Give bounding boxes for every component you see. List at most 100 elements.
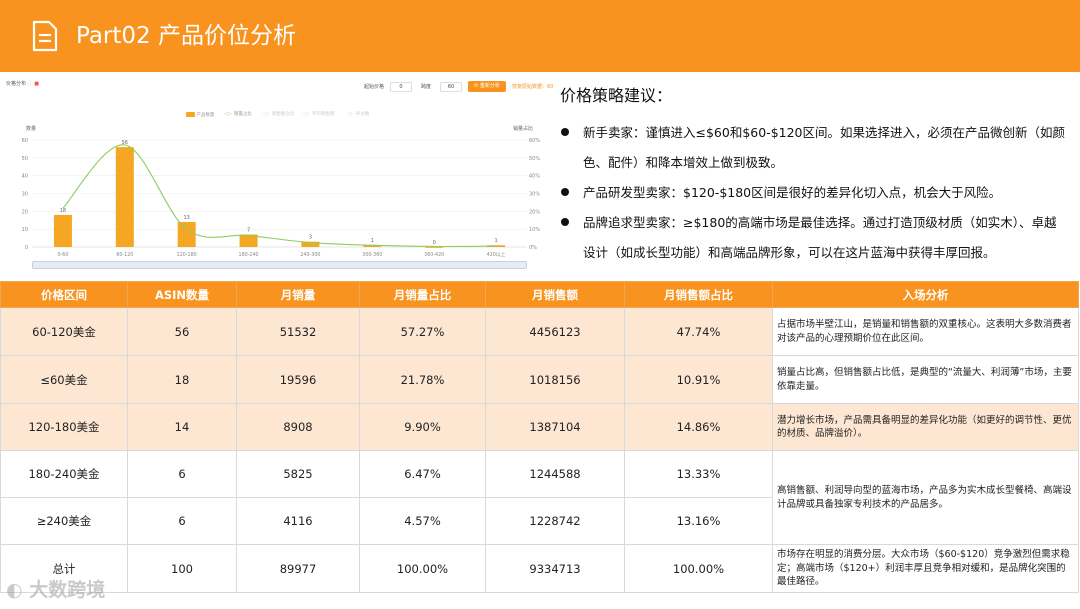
cell-sales-share: 21.78% (359, 355, 486, 404)
legend-item-line[interactable]: –○– 销量占比 (224, 112, 252, 117)
strategy-item-brand: 品牌追求型卖家：≥$180的高端市场是最佳选择。通过打造顶级材质（如实木）、卓越… (558, 208, 1068, 268)
bar-data-label: 13 (184, 215, 190, 221)
y-axis-left-title: 数量 (26, 125, 36, 132)
start-price-label: 起始价格 (364, 84, 385, 90)
bar (53, 214, 72, 247)
strategy-item-rd: 产品研发型卖家：$120-$180区间是很好的差异化切入点，机会大于风险。 (558, 178, 1068, 208)
cell-asin-count: 18 (127, 355, 237, 404)
cell-revenue-share: 14.86% (624, 403, 773, 451)
cell-monthly-revenue: 1244588 (485, 450, 625, 498)
col-header-monthly-revenue: 月销售额 (485, 281, 625, 308)
table-header-row: 价格区间 ASIN数量 月销量 月销量占比 月销售额 月销售额占比 入场分析 (0, 281, 1079, 308)
cell-revenue-share: 13.33% (624, 450, 773, 498)
col-header-price-range: 价格区间 (0, 281, 128, 308)
table-row: 60-120美金 56 51532 57.27% 4456123 47.74% … (0, 307, 1079, 356)
y-tick-label-left: 60 (22, 138, 28, 144)
cell-entry-analysis: 销量占比高，但销售额占比低，是典型的“流量大、利润薄”市场，主要依靠走量。 (772, 355, 1079, 404)
slide-header: Part02 产品价位分析 (0, 0, 1080, 72)
price-distribution-panel: 价格分布 ⓘ ■ 起始价格 0 跨度 60 ⟳ 重新分析 恢复原始数据：60 产… (0, 74, 553, 270)
y-tick-label-right: 0% (529, 245, 537, 251)
x-tick-label: 60-120 (116, 252, 133, 258)
strategy-list: 新手卖家：谨慎进入≤$60和$60-$120区间。如果选择进入，必须在产品微创新… (558, 118, 1068, 268)
cell-asin-count: 6 (127, 497, 237, 545)
bar-data-label: 56 (122, 140, 128, 146)
cell-monthly-revenue: 4456123 (485, 307, 625, 356)
cell-revenue-share: 13.16% (624, 497, 773, 545)
bar (239, 234, 258, 247)
col-header-entry-analysis: 入场分析 (772, 281, 1079, 308)
y-tick-label-left: 0 (25, 245, 28, 251)
cell-asin-count: 6 (127, 450, 237, 498)
cell-entry-analysis: 高销售额、利润导向型的蓝海市场，产品多为实木成长型餐椅、高端设计品牌或具备独家专… (772, 450, 1079, 545)
y-tick-label-right: 50% (529, 156, 540, 162)
cell-monthly-revenue: 1387104 (485, 403, 625, 451)
y-tick-label-right: 40% (529, 174, 540, 180)
x-tick-label: 240-300 (300, 252, 320, 258)
x-tick-label: 120-180 (177, 252, 197, 258)
reanalyze-button[interactable]: ⟳ 重新分析 (468, 81, 506, 92)
strategy-title: 价格策略建议： (560, 86, 673, 105)
table-row: ≥240美金 6 4116 4.57% 1228742 13.16% (0, 497, 1079, 545)
cell-monthly-sales: 89977 (236, 544, 360, 593)
cell-entry-analysis: 占据市场半壁江山，是销量和销售额的双重核心。这表明大多数消费者对该产品的心理预期… (772, 307, 1079, 356)
y-tick-label-left: 40 (22, 174, 28, 180)
data-zoom-slider[interactable] (32, 261, 527, 269)
chart-label: 价格分布 ⓘ ■ (6, 81, 39, 87)
y-tick-label-left: 20 (22, 209, 28, 215)
col-header-revenue-share: 月销售额占比 (624, 281, 773, 308)
start-price-input[interactable]: 0 (390, 82, 412, 92)
cell-price-range: 120-180美金 (0, 403, 128, 451)
bar (301, 241, 320, 247)
bar (363, 245, 382, 247)
y-tick-label-right: 20% (529, 209, 540, 215)
cell-sales-share: 9.90% (359, 403, 486, 451)
x-tick-label: 360-420 (424, 252, 444, 258)
legend-item-rating[interactable]: –○– 评分数 (346, 112, 370, 117)
legend-item-bar[interactable]: 产品数量 (186, 112, 214, 119)
y-tick-label-left: 10 (22, 227, 28, 233)
bar-data-label: 3 (309, 235, 312, 241)
sales-share-line (62, 144, 497, 248)
legend-item-avg-revenue[interactable]: –○– 平均销售额 (302, 112, 335, 117)
table-row: ≤60美金 18 19596 21.78% 1018156 10.91% 销量占… (0, 355, 1079, 404)
cell-monthly-sales: 8908 (236, 403, 360, 451)
cell-revenue-share: 47.74% (624, 307, 773, 356)
cell-asin-count: 100 (127, 544, 237, 593)
bar-data-label: 0 (433, 240, 436, 246)
cell-monthly-sales: 4116 (236, 497, 360, 545)
span-input[interactable]: 60 (440, 82, 462, 92)
x-tick-label: 300-360 (362, 252, 382, 258)
x-tick-label: 420以上 (487, 251, 506, 258)
x-tick-label: 0-60 (57, 252, 68, 258)
cell-monthly-revenue: 9334713 (485, 544, 625, 593)
x-tick-label: 180-240 (239, 252, 259, 258)
cell-entry-analysis: 市场存在明显的消费分层。大众市场（$60-$120）竞争激烈但需求稳定；高端市场… (772, 544, 1079, 593)
cell-sales-share: 6.47% (359, 450, 486, 498)
y-tick-label-left: 30 (22, 192, 28, 198)
cell-price-range: ≤60美金 (0, 355, 128, 404)
refresh-icon: ⟳ (474, 83, 479, 89)
cell-revenue-share: 10.91% (624, 355, 773, 404)
cell-monthly-revenue: 1018156 (485, 355, 625, 404)
legend-item-revenue-share[interactable]: –○– 销售额占比 (262, 112, 295, 117)
cell-sales-share: 4.57% (359, 497, 486, 545)
cell-sales-share: 57.27% (359, 307, 486, 356)
cell-price-range: 180-240美金 (0, 450, 128, 498)
table-row: 180-240美金 6 5825 6.47% 1244588 13.33% 高销… (0, 450, 1079, 545)
span-label: 跨度 (421, 84, 432, 90)
document-icon (32, 20, 58, 52)
y-tick-label-left: 50 (22, 156, 28, 162)
cell-monthly-sales: 5825 (236, 450, 360, 498)
price-analysis-table: 价格区间 ASIN数量 月销量 月销量占比 月销售额 月销售额占比 入场分析 6… (0, 281, 1079, 593)
help-icon: ⓘ (27, 81, 33, 87)
strategy-item-novice: 新手卖家：谨慎进入≤$60和$60-$120区间。如果选择进入，必须在产品微创新… (558, 118, 1068, 178)
bar-data-label: 18 (60, 208, 66, 214)
restore-data-link[interactable]: 恢复原始数据：60 (512, 84, 554, 90)
cell-monthly-sales: 19596 (236, 355, 360, 404)
table-row: 总计 100 89977 100.00% 9334713 100.00% 市场存… (0, 544, 1079, 593)
col-header-monthly-sales: 月销量 (236, 281, 360, 308)
cell-price-range: ≥240美金 (0, 497, 128, 545)
strategy-section: 价格策略建议： 新手卖家：谨慎进入≤$60和$60-$120区间。如果选择进入，… (540, 74, 1080, 274)
table-row: 120-180美金 14 8908 9.90% 1387104 14.86% 潜… (0, 403, 1079, 451)
